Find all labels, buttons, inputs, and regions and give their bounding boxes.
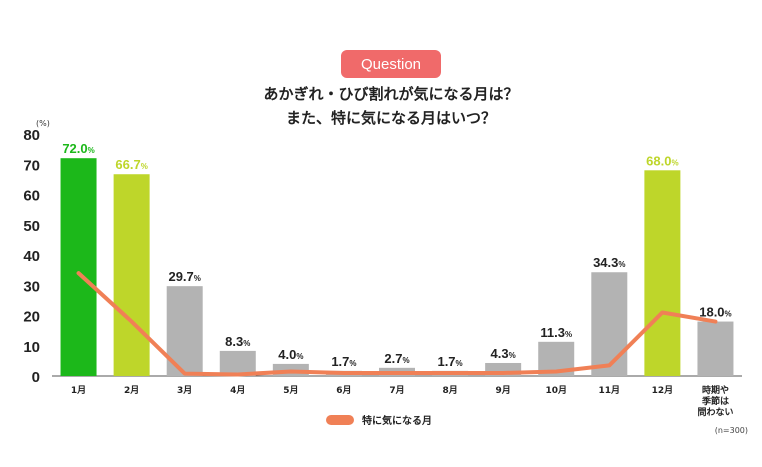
y-tick-label: 0 bbox=[32, 369, 40, 386]
x-tick-label: 8月 bbox=[442, 385, 457, 396]
legend-label: 特に気になる月 bbox=[362, 416, 432, 427]
x-tick-label: 6月 bbox=[336, 385, 351, 396]
bar-value-label: 29.7% bbox=[168, 269, 200, 284]
chart-title-line-2: また、特に気になる月はいつ？ bbox=[285, 109, 496, 127]
x-tick-label: 4月 bbox=[230, 385, 245, 396]
x-tick-label: 11月 bbox=[599, 385, 621, 396]
x-tick-label: 問わない bbox=[697, 407, 733, 418]
y-tick-label: 70 bbox=[23, 157, 40, 174]
y-axis-unit-label: (%) bbox=[36, 119, 50, 128]
bar-value-label: 11.3% bbox=[540, 325, 572, 340]
legend: 特に気になる月 bbox=[326, 412, 432, 427]
y-tick-label: 60 bbox=[23, 188, 40, 205]
bar-value-label: 34.3% bbox=[593, 255, 625, 270]
bar-value-label: 1.7% bbox=[331, 354, 356, 369]
bar-value-label: 68.0% bbox=[646, 153, 678, 168]
y-tick-label: 40 bbox=[23, 248, 40, 265]
bar-value-label: 18.0% bbox=[699, 305, 731, 320]
x-tick-label: 5月 bbox=[283, 385, 298, 396]
x-tick-label: 9月 bbox=[496, 385, 511, 396]
y-tick-label: 20 bbox=[23, 309, 40, 326]
bar-value-label: 1.7% bbox=[437, 354, 462, 369]
chart-title-line-1: あかぎれ・ひび割れが気になる月は？ bbox=[263, 85, 519, 103]
bar-value-label: 2.7% bbox=[384, 351, 409, 366]
bar-value-label: 8.3% bbox=[225, 334, 250, 349]
x-tick-label: 1月 bbox=[71, 385, 86, 396]
question-badge: Question bbox=[341, 50, 441, 78]
sample-size-note: (n=300) bbox=[714, 426, 748, 435]
bar bbox=[60, 158, 97, 376]
bar-value-label: 4.0% bbox=[278, 347, 303, 362]
x-tick-label: 3月 bbox=[177, 385, 192, 396]
x-tick-label: 7月 bbox=[389, 385, 404, 396]
x-tick-label: 12月 bbox=[652, 385, 674, 396]
y-tick-label: 80 bbox=[23, 127, 40, 144]
y-tick-label: 30 bbox=[23, 278, 40, 295]
bar bbox=[697, 321, 734, 376]
bar bbox=[644, 170, 681, 376]
x-tick-label: 時期や bbox=[702, 384, 729, 396]
x-tick-label: 2月 bbox=[124, 385, 139, 396]
chart-title: あかぎれ・ひび割れが気になる月は？ また、特に気になる月はいつ？ bbox=[200, 82, 582, 130]
bar-value-label: 66.7% bbox=[115, 157, 147, 172]
legend-line-swatch bbox=[326, 414, 354, 425]
x-tick-label: 季節は bbox=[701, 395, 729, 407]
y-tick-label: 10 bbox=[23, 339, 40, 356]
y-tick-label: 50 bbox=[23, 218, 40, 235]
bar bbox=[591, 272, 628, 376]
x-tick-label: 10月 bbox=[545, 385, 567, 396]
bar-value-label: 72.0% bbox=[62, 141, 94, 156]
line-series-path bbox=[76, 271, 718, 377]
bar-value-label: 4.3% bbox=[491, 346, 516, 361]
bar bbox=[113, 174, 150, 376]
